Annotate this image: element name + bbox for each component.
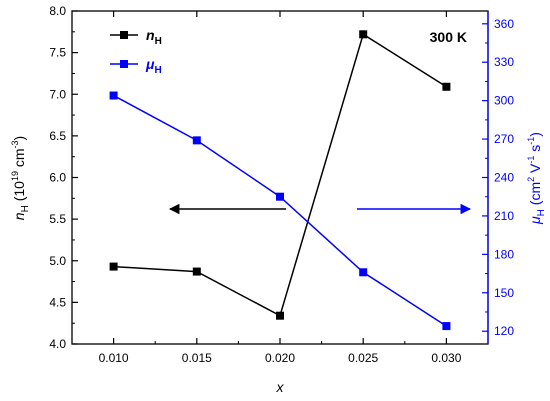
legend-label-nH: nH (146, 27, 162, 47)
legend-marker-muH (120, 60, 128, 68)
right-tick-label: 330 (494, 55, 514, 69)
plot-frame (71, 10, 489, 345)
x-axis-title: x (276, 379, 285, 395)
legend-marker-nH (120, 31, 128, 39)
right-tick-label: 360 (494, 17, 514, 31)
left-tick-label: 4.5 (49, 295, 66, 309)
series-0-point-1 (192, 267, 201, 276)
series-1-point-1 (192, 136, 201, 145)
series-0-point-2 (276, 311, 284, 320)
series-0-point-3 (359, 30, 368, 39)
right-tick-label: 300 (494, 94, 514, 108)
left-tick-label: 5.5 (49, 212, 66, 226)
series-1-point-3 (359, 268, 368, 277)
series-layer (109, 30, 451, 331)
left-tick-label: 7.5 (49, 46, 66, 60)
series-line-0 (113, 33, 447, 317)
x-axis-ticks: 0.010 0.015 0.020 0.025 0.030 (99, 11, 462, 365)
series-0-point-0 (109, 262, 118, 271)
series-0-point-4 (442, 82, 451, 91)
right-axis-ticks: 120 150 180 210 240 270 300 330 360 (482, 17, 514, 338)
left-tick-label: 4.0 (49, 337, 66, 351)
series-1-point-4 (442, 322, 451, 331)
series-line-1 (113, 94, 447, 327)
left-tick-label: 6.0 (49, 171, 66, 185)
left-tick-label: 8.0 (49, 4, 66, 18)
legend: nH μH (110, 27, 162, 76)
legend-label-muH: μH (145, 56, 162, 76)
x-tick-label: 0.015 (182, 351, 212, 365)
right-tick-label: 270 (494, 132, 514, 146)
left-axis-ticks: 4.0 4.5 5.0 5.5 6.0 6.5 7.0 7.5 8.0 (49, 4, 78, 351)
left-tick-label: 7.0 (49, 87, 66, 101)
series-1-point-0 (109, 91, 118, 100)
x-tick-label: 0.030 (431, 351, 461, 365)
x-tick-label: 0.020 (265, 351, 295, 365)
series-1-point-2 (276, 192, 284, 201)
right-axis-title: μH (cm2 V-1 s-1) (526, 132, 547, 225)
right-tick-label: 120 (494, 324, 514, 338)
right-tick-label: 150 (494, 286, 514, 300)
left-tick-label: 5.0 (49, 254, 66, 268)
right-tick-label: 210 (494, 209, 514, 223)
right-tick-label: 240 (494, 171, 514, 185)
right-tick-label: 180 (494, 247, 514, 261)
x-tick-label: 0.025 (348, 351, 378, 365)
left-tick-label: 6.5 (49, 129, 66, 143)
temperature-annotation: 300 K (430, 29, 467, 45)
left-axis-title: nH (1019 cm-3) (10, 136, 31, 220)
x-tick-label: 0.010 (99, 351, 129, 365)
